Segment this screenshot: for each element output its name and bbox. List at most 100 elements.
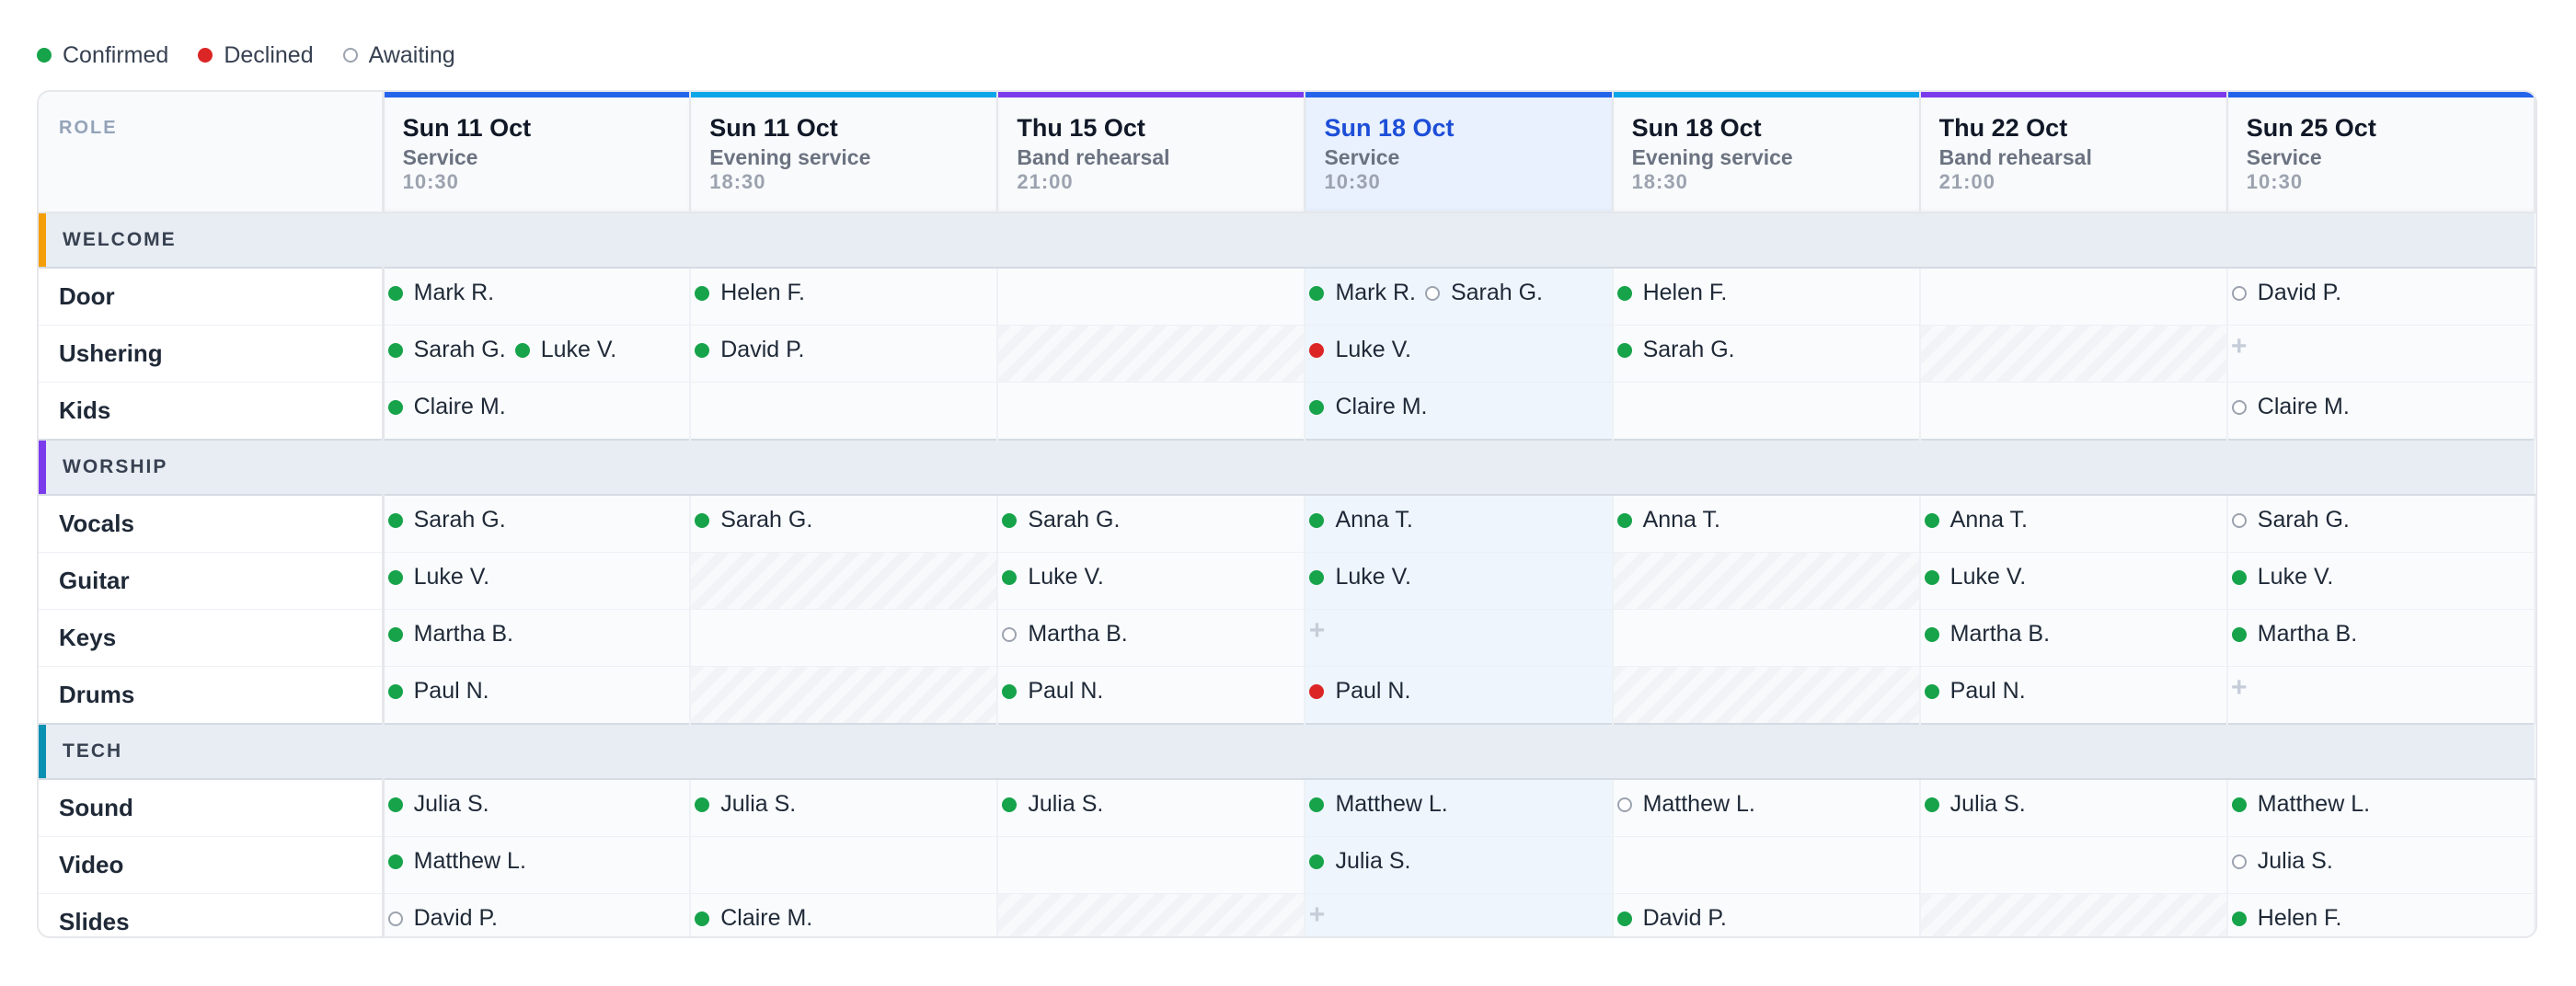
assignment-cell[interactable]: Julia S.: [690, 779, 999, 837]
assignment-cell[interactable]: Anna T.: [1612, 495, 1921, 553]
assignment-cell[interactable]: David P.: [690, 325, 999, 383]
person-chip[interactable]: Sarah G.: [1616, 337, 1735, 363]
person-chip[interactable]: Martha B.: [1924, 621, 2050, 648]
assignment-cell[interactable]: +: [2226, 325, 2536, 383]
person-chip[interactable]: Julia S.: [2231, 848, 2333, 875]
assignment-cell[interactable]: +: [1305, 609, 1614, 667]
person-chip[interactable]: David P.: [1616, 905, 1727, 932]
assignment-cell[interactable]: Mark R.: [383, 268, 692, 326]
person-chip[interactable]: Sarah G.: [695, 507, 812, 533]
assignment-cell[interactable]: Claire M.: [383, 382, 692, 441]
assignment-cell[interactable]: [1612, 609, 1921, 667]
assignment-cell[interactable]: Anna T.: [1919, 495, 2228, 553]
person-chip[interactable]: Anna T.: [1924, 507, 2028, 533]
person-chip[interactable]: Paul N.: [387, 678, 489, 705]
person-chip[interactable]: Luke V.: [387, 564, 489, 590]
person-chip[interactable]: Luke V.: [514, 337, 616, 363]
person-chip[interactable]: Martha B.: [1002, 621, 1128, 648]
person-chip[interactable]: Paul N.: [1309, 678, 1410, 705]
add-person-icon[interactable]: +: [1308, 615, 1326, 646]
assignment-cell[interactable]: Martha B.: [997, 609, 1306, 667]
assignment-cell[interactable]: Claire M.: [2226, 382, 2536, 441]
person-chip[interactable]: Mark R.: [387, 280, 494, 306]
person-chip[interactable]: Paul N.: [1002, 678, 1103, 705]
assignment-cell[interactable]: Claire M.: [1305, 382, 1614, 441]
person-chip[interactable]: Matthew L.: [1616, 791, 1755, 818]
person-chip[interactable]: Matthew L.: [2231, 791, 2370, 818]
person-chip[interactable]: Martha B.: [2231, 621, 2357, 648]
assignment-cell[interactable]: David P.: [1612, 893, 1921, 936]
event-column-header[interactable]: Sun 18 Oct Evening service 18:30: [1612, 92, 1921, 213]
event-column-header[interactable]: Sun 18 Oct Service 10:30: [1305, 92, 1614, 213]
assignment-cell[interactable]: Luke V.: [383, 552, 692, 610]
person-chip[interactable]: Luke V.: [2231, 564, 2333, 590]
person-chip[interactable]: David P.: [2231, 280, 2341, 306]
assignment-cell[interactable]: Julia S.: [2226, 836, 2536, 894]
person-chip[interactable]: Julia S.: [1924, 791, 2026, 818]
assignment-cell[interactable]: [1919, 382, 2228, 441]
person-chip[interactable]: Sarah G.: [387, 337, 506, 363]
person-chip[interactable]: Claire M.: [387, 394, 506, 420]
assignment-cell[interactable]: +: [2226, 666, 2536, 725]
person-chip[interactable]: Luke V.: [1924, 564, 2026, 590]
assignment-cell[interactable]: [997, 382, 1306, 441]
person-chip[interactable]: Mark R.: [1309, 280, 1416, 306]
assignment-cell[interactable]: Julia S.: [1919, 779, 2228, 837]
person-chip[interactable]: Claire M.: [1309, 394, 1427, 420]
assignment-cell[interactable]: Anna T.: [1305, 495, 1614, 553]
assignment-cell[interactable]: Mark R. Sarah G.: [1305, 268, 1614, 326]
assignment-cell[interactable]: Sarah G.: [383, 495, 692, 553]
assignment-cell[interactable]: Sarah G.: [997, 495, 1306, 553]
assignment-cell[interactable]: David P.: [2226, 268, 2536, 326]
assignment-cell[interactable]: Helen F.: [690, 268, 999, 326]
person-chip[interactable]: Paul N.: [1924, 678, 2026, 705]
assignment-cell[interactable]: Matthew L.: [383, 836, 692, 894]
person-chip[interactable]: Martha B.: [387, 621, 513, 648]
assignment-cell[interactable]: [690, 836, 999, 894]
assignment-cell[interactable]: Luke V.: [1919, 552, 2228, 610]
assignment-cell[interactable]: Matthew L.: [1305, 779, 1614, 837]
assignment-cell[interactable]: Helen F.: [2226, 893, 2536, 936]
assignment-cell[interactable]: Helen F.: [1612, 268, 1921, 326]
assignment-cell[interactable]: [690, 382, 999, 441]
person-chip[interactable]: Sarah G.: [1424, 280, 1543, 306]
assignment-cell[interactable]: [997, 836, 1306, 894]
event-column-header[interactable]: Sun 11 Oct Service 10:30: [383, 92, 692, 213]
event-column-header[interactable]: Thu 22 Oct Band rehearsal 21:00: [1919, 92, 2228, 213]
assignment-cell[interactable]: [1919, 268, 2228, 326]
assignment-cell[interactable]: +: [1305, 893, 1614, 936]
assignment-cell[interactable]: Martha B.: [383, 609, 692, 667]
person-chip[interactable]: Julia S.: [695, 791, 796, 818]
assignment-cell[interactable]: Matthew L.: [1612, 779, 1921, 837]
assignment-cell[interactable]: [997, 268, 1306, 326]
person-chip[interactable]: Julia S.: [387, 791, 489, 818]
person-chip[interactable]: Luke V.: [1309, 337, 1411, 363]
assignment-cell[interactable]: [690, 609, 999, 667]
event-column-header[interactable]: Sun 25 Oct Service 10:30: [2226, 92, 2536, 213]
assignment-cell[interactable]: Paul N.: [997, 666, 1306, 725]
person-chip[interactable]: Helen F.: [1616, 280, 1727, 306]
assignment-cell[interactable]: Luke V.: [997, 552, 1306, 610]
assignment-cell[interactable]: Sarah G.: [690, 495, 999, 553]
person-chip[interactable]: Sarah G.: [2231, 507, 2350, 533]
assignment-cell[interactable]: Matthew L.: [2226, 779, 2536, 837]
assignment-cell[interactable]: Luke V.: [1305, 552, 1614, 610]
assignment-cell[interactable]: Paul N.: [1919, 666, 2228, 725]
person-chip[interactable]: Julia S.: [1002, 791, 1103, 818]
assignment-cell[interactable]: Luke V.: [2226, 552, 2536, 610]
person-chip[interactable]: Sarah G.: [387, 507, 506, 533]
person-chip[interactable]: Claire M.: [695, 905, 812, 932]
assignment-cell[interactable]: Claire M.: [690, 893, 999, 936]
person-chip[interactable]: Julia S.: [1309, 848, 1410, 875]
assignment-cell[interactable]: Martha B.: [1919, 609, 2228, 667]
assignment-cell[interactable]: Julia S.: [1305, 836, 1614, 894]
person-chip[interactable]: David P.: [695, 337, 805, 363]
add-person-icon[interactable]: +: [2231, 331, 2248, 361]
assignment-cell[interactable]: Paul N.: [383, 666, 692, 725]
person-chip[interactable]: Anna T.: [1616, 507, 1720, 533]
person-chip[interactable]: Matthew L.: [387, 848, 526, 875]
add-person-icon[interactable]: +: [1308, 900, 1326, 930]
add-person-icon[interactable]: +: [2231, 672, 2248, 703]
person-chip[interactable]: Helen F.: [2231, 905, 2342, 932]
assignment-cell[interactable]: Sarah G.: [1612, 325, 1921, 383]
